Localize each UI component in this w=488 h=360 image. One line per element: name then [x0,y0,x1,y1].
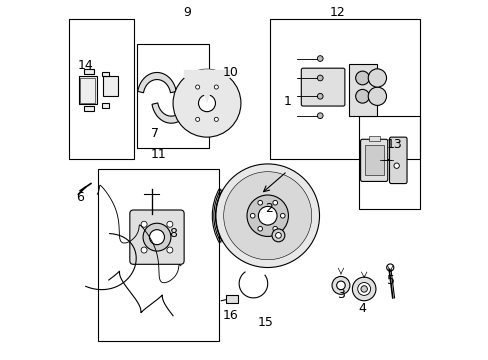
Bar [84,69,94,74]
Bar [102,76,118,96]
FancyBboxPatch shape [301,68,344,106]
Bar [368,136,379,141]
Circle shape [141,221,147,227]
Circle shape [360,286,366,292]
Text: 6: 6 [76,192,84,204]
Circle shape [149,230,164,245]
Circle shape [272,201,277,205]
Circle shape [257,201,262,205]
Circle shape [271,229,285,242]
Circle shape [195,117,199,121]
Text: 16: 16 [222,309,238,322]
FancyBboxPatch shape [360,139,387,181]
Circle shape [317,56,323,62]
Bar [102,72,109,76]
Bar [348,64,377,116]
Circle shape [258,206,277,225]
Circle shape [317,93,323,99]
Circle shape [367,87,386,105]
Circle shape [275,233,281,238]
Circle shape [214,85,218,89]
Circle shape [357,283,370,296]
Bar [225,296,238,303]
Text: 11: 11 [151,148,166,162]
Circle shape [317,113,323,118]
Bar [80,78,95,103]
Text: 10: 10 [222,66,238,79]
Circle shape [336,281,345,290]
Circle shape [317,75,323,81]
Text: 2: 2 [265,202,273,215]
Circle shape [393,163,399,168]
Circle shape [143,223,171,251]
Wedge shape [195,69,218,103]
Text: 8: 8 [169,227,177,240]
Circle shape [355,71,368,85]
Circle shape [166,247,173,253]
Polygon shape [152,103,190,123]
Circle shape [141,247,147,253]
Circle shape [355,89,368,103]
Circle shape [166,221,173,227]
Bar [364,145,383,175]
Text: 7: 7 [151,127,159,140]
Circle shape [367,69,386,87]
Text: 4: 4 [358,302,366,315]
Circle shape [272,226,277,231]
Text: 3: 3 [336,288,344,301]
Text: 14: 14 [78,59,93,72]
Text: 1: 1 [283,95,291,108]
FancyBboxPatch shape [130,210,184,264]
Circle shape [331,276,349,294]
Circle shape [352,277,375,301]
Circle shape [280,213,285,218]
Bar [79,76,97,104]
Circle shape [214,117,218,121]
Circle shape [223,172,311,260]
Bar [102,103,109,108]
Text: 12: 12 [329,6,345,19]
Text: 13: 13 [386,138,402,151]
Circle shape [195,85,199,89]
Text: 15: 15 [258,316,273,329]
Circle shape [173,69,241,137]
Text: 9: 9 [183,6,191,19]
Circle shape [246,195,288,237]
Polygon shape [138,72,176,93]
FancyBboxPatch shape [389,137,406,184]
Bar [84,107,94,111]
Circle shape [250,213,255,218]
Circle shape [216,164,319,267]
Circle shape [198,95,215,112]
Circle shape [257,226,262,231]
Text: 5: 5 [386,274,394,287]
